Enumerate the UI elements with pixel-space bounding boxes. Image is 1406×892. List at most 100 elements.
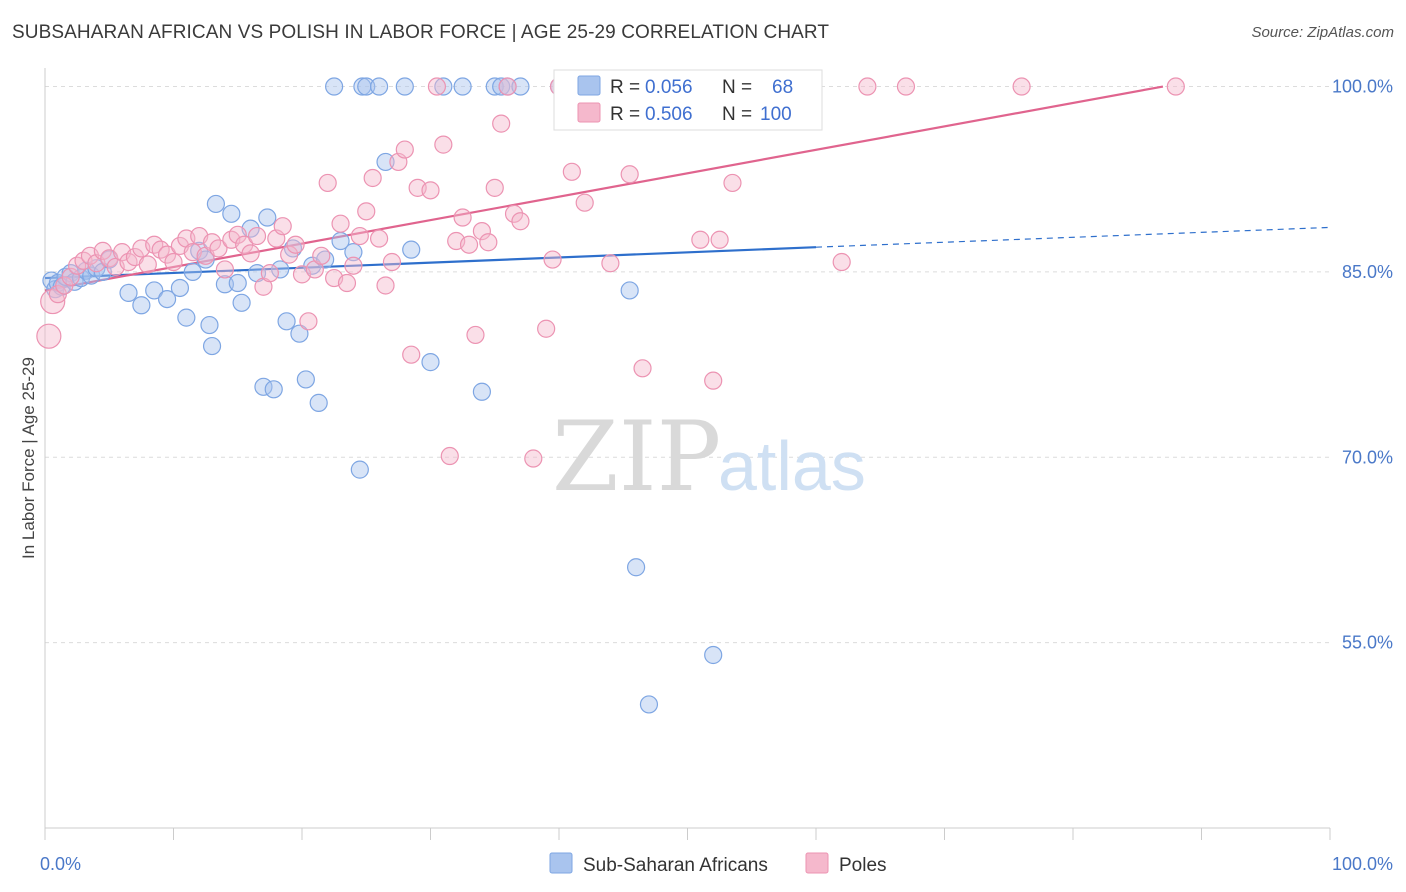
point-poles-0 bbox=[36, 323, 62, 349]
point-sub-saharan-56 bbox=[485, 77, 504, 96]
point-poles-73 bbox=[511, 212, 530, 231]
watermark-atlas: atlas bbox=[718, 427, 866, 505]
point-poles-43 bbox=[312, 246, 331, 265]
point-poles-70 bbox=[492, 114, 511, 133]
legend-r-value-pink: 0.506 bbox=[645, 104, 693, 125]
point-poles-56 bbox=[395, 140, 414, 159]
point-sub-saharan-18 bbox=[177, 308, 196, 327]
point-sub-saharan-23 bbox=[202, 336, 222, 356]
point-sub-saharan-48 bbox=[370, 77, 389, 96]
point-sub-saharan-25 bbox=[215, 275, 234, 294]
point-sub-saharan-37 bbox=[290, 324, 309, 343]
point-sub-saharan-49 bbox=[376, 152, 395, 172]
point-poles-86 bbox=[633, 359, 652, 378]
points-poles bbox=[36, 77, 1185, 468]
point-poles-92 bbox=[723, 173, 742, 193]
point-poles-60 bbox=[427, 77, 447, 96]
point-poles-47 bbox=[337, 273, 357, 293]
point-poles-59 bbox=[421, 181, 440, 200]
point-poles-4 bbox=[61, 267, 80, 286]
watermark: ZIP atlas bbox=[552, 401, 866, 513]
point-poles-67 bbox=[472, 222, 491, 241]
point-poles-62 bbox=[440, 446, 459, 466]
point-sub-saharan-57 bbox=[492, 77, 511, 96]
point-sub-saharan-54 bbox=[453, 77, 472, 96]
point-sub-saharan-15 bbox=[145, 281, 164, 300]
point-sub-saharan-47 bbox=[357, 77, 376, 96]
legend-swatch-sub-saharan-africans bbox=[549, 852, 573, 874]
point-poles-57 bbox=[402, 345, 421, 364]
y-tick-label-3: 55.0% bbox=[1342, 633, 1393, 653]
chart-source: Source: ZipAtlas.com bbox=[1251, 24, 1394, 41]
point-sub-saharan-62 bbox=[620, 281, 639, 300]
point-sub-saharan-40 bbox=[309, 393, 328, 412]
y-tick-label-1: 85.0% bbox=[1342, 262, 1393, 282]
point-poles-82 bbox=[601, 254, 620, 273]
point-poles-37 bbox=[273, 217, 292, 236]
legend-swatch-pink bbox=[577, 102, 601, 123]
point-poles-66 bbox=[466, 325, 485, 345]
trend-line-sub-saharan-africans bbox=[44, 246, 817, 280]
point-sub-saharan-33 bbox=[264, 380, 283, 399]
point-sub-saharan-53 bbox=[434, 77, 453, 96]
legend-n-value-pink: 100 bbox=[760, 104, 792, 125]
point-sub-saharan-64 bbox=[639, 695, 659, 714]
point-poles-68 bbox=[479, 233, 498, 252]
point-poles-54 bbox=[382, 252, 402, 272]
legend-label-sub-saharan-africans: Sub-Saharan Africans bbox=[583, 855, 768, 876]
point-poles-89 bbox=[691, 230, 710, 249]
point-poles-41 bbox=[299, 312, 318, 331]
point-poles-71 bbox=[498, 77, 517, 96]
y-axis-label: In Labor Force | Age 25-29 bbox=[19, 357, 38, 559]
point-poles-95 bbox=[832, 252, 851, 272]
axes bbox=[44, 68, 1331, 840]
point-poles-51 bbox=[363, 168, 382, 188]
point-poles-74 bbox=[524, 449, 543, 468]
point-poles-48 bbox=[344, 256, 363, 275]
point-poles-61 bbox=[434, 135, 453, 154]
point-poles-65 bbox=[459, 235, 479, 254]
point-poles-79 bbox=[575, 193, 594, 212]
point-sub-saharan-28 bbox=[232, 293, 251, 312]
gridlines bbox=[45, 86, 1330, 644]
point-poles-72 bbox=[504, 204, 524, 223]
points-sub-saharan-africans bbox=[42, 77, 787, 714]
point-poles-38 bbox=[280, 245, 299, 264]
point-poles-91 bbox=[710, 230, 729, 249]
point-sub-saharan-16 bbox=[157, 289, 177, 309]
point-sub-saharan-14 bbox=[132, 296, 151, 315]
x-tick-label-1: 100.0% bbox=[1332, 854, 1393, 874]
point-poles-78 bbox=[562, 162, 581, 181]
point-poles-96 bbox=[858, 77, 877, 96]
point-poles-20 bbox=[164, 252, 183, 272]
legend-n-label-pink: N = bbox=[722, 104, 752, 125]
point-sub-saharan-32 bbox=[258, 208, 277, 227]
point-poles-90 bbox=[704, 371, 723, 390]
point-poles-44 bbox=[318, 173, 337, 193]
point-poles-28 bbox=[215, 260, 234, 279]
point-sub-saharan-52 bbox=[421, 353, 440, 372]
legend-n-value-blue: 68 bbox=[772, 77, 793, 98]
point-sub-saharan-35 bbox=[277, 312, 296, 331]
point-poles-39 bbox=[286, 235, 305, 254]
point-poles-64 bbox=[453, 208, 472, 227]
correlation-legend: R = 0.056 N = 68 R = 0.506 N = 100 bbox=[553, 69, 823, 131]
legend-n-label-blue: N = bbox=[722, 77, 752, 98]
trend-lines bbox=[44, 85, 1331, 292]
legend-r-label-pink: R = bbox=[610, 104, 640, 125]
point-sub-saharan-22 bbox=[200, 315, 219, 335]
point-sub-saharan-26 bbox=[222, 204, 241, 223]
y-tick-label-2: 70.0% bbox=[1342, 447, 1393, 467]
point-poles-69 bbox=[485, 178, 504, 197]
point-poles-84 bbox=[620, 165, 639, 184]
point-poles-97 bbox=[896, 77, 916, 96]
point-sub-saharan-66 bbox=[704, 645, 723, 665]
legend-swatch-blue bbox=[577, 75, 601, 96]
point-sub-saharan-42 bbox=[325, 77, 344, 96]
point-poles-50 bbox=[357, 202, 376, 221]
trend-line-sub-saharan-africans-extension bbox=[815, 226, 1331, 248]
legend-label-poles: Poles bbox=[839, 855, 887, 876]
point-sub-saharan-34 bbox=[271, 260, 290, 279]
point-sub-saharan-59 bbox=[511, 77, 530, 96]
point-poles-75 bbox=[537, 319, 556, 338]
